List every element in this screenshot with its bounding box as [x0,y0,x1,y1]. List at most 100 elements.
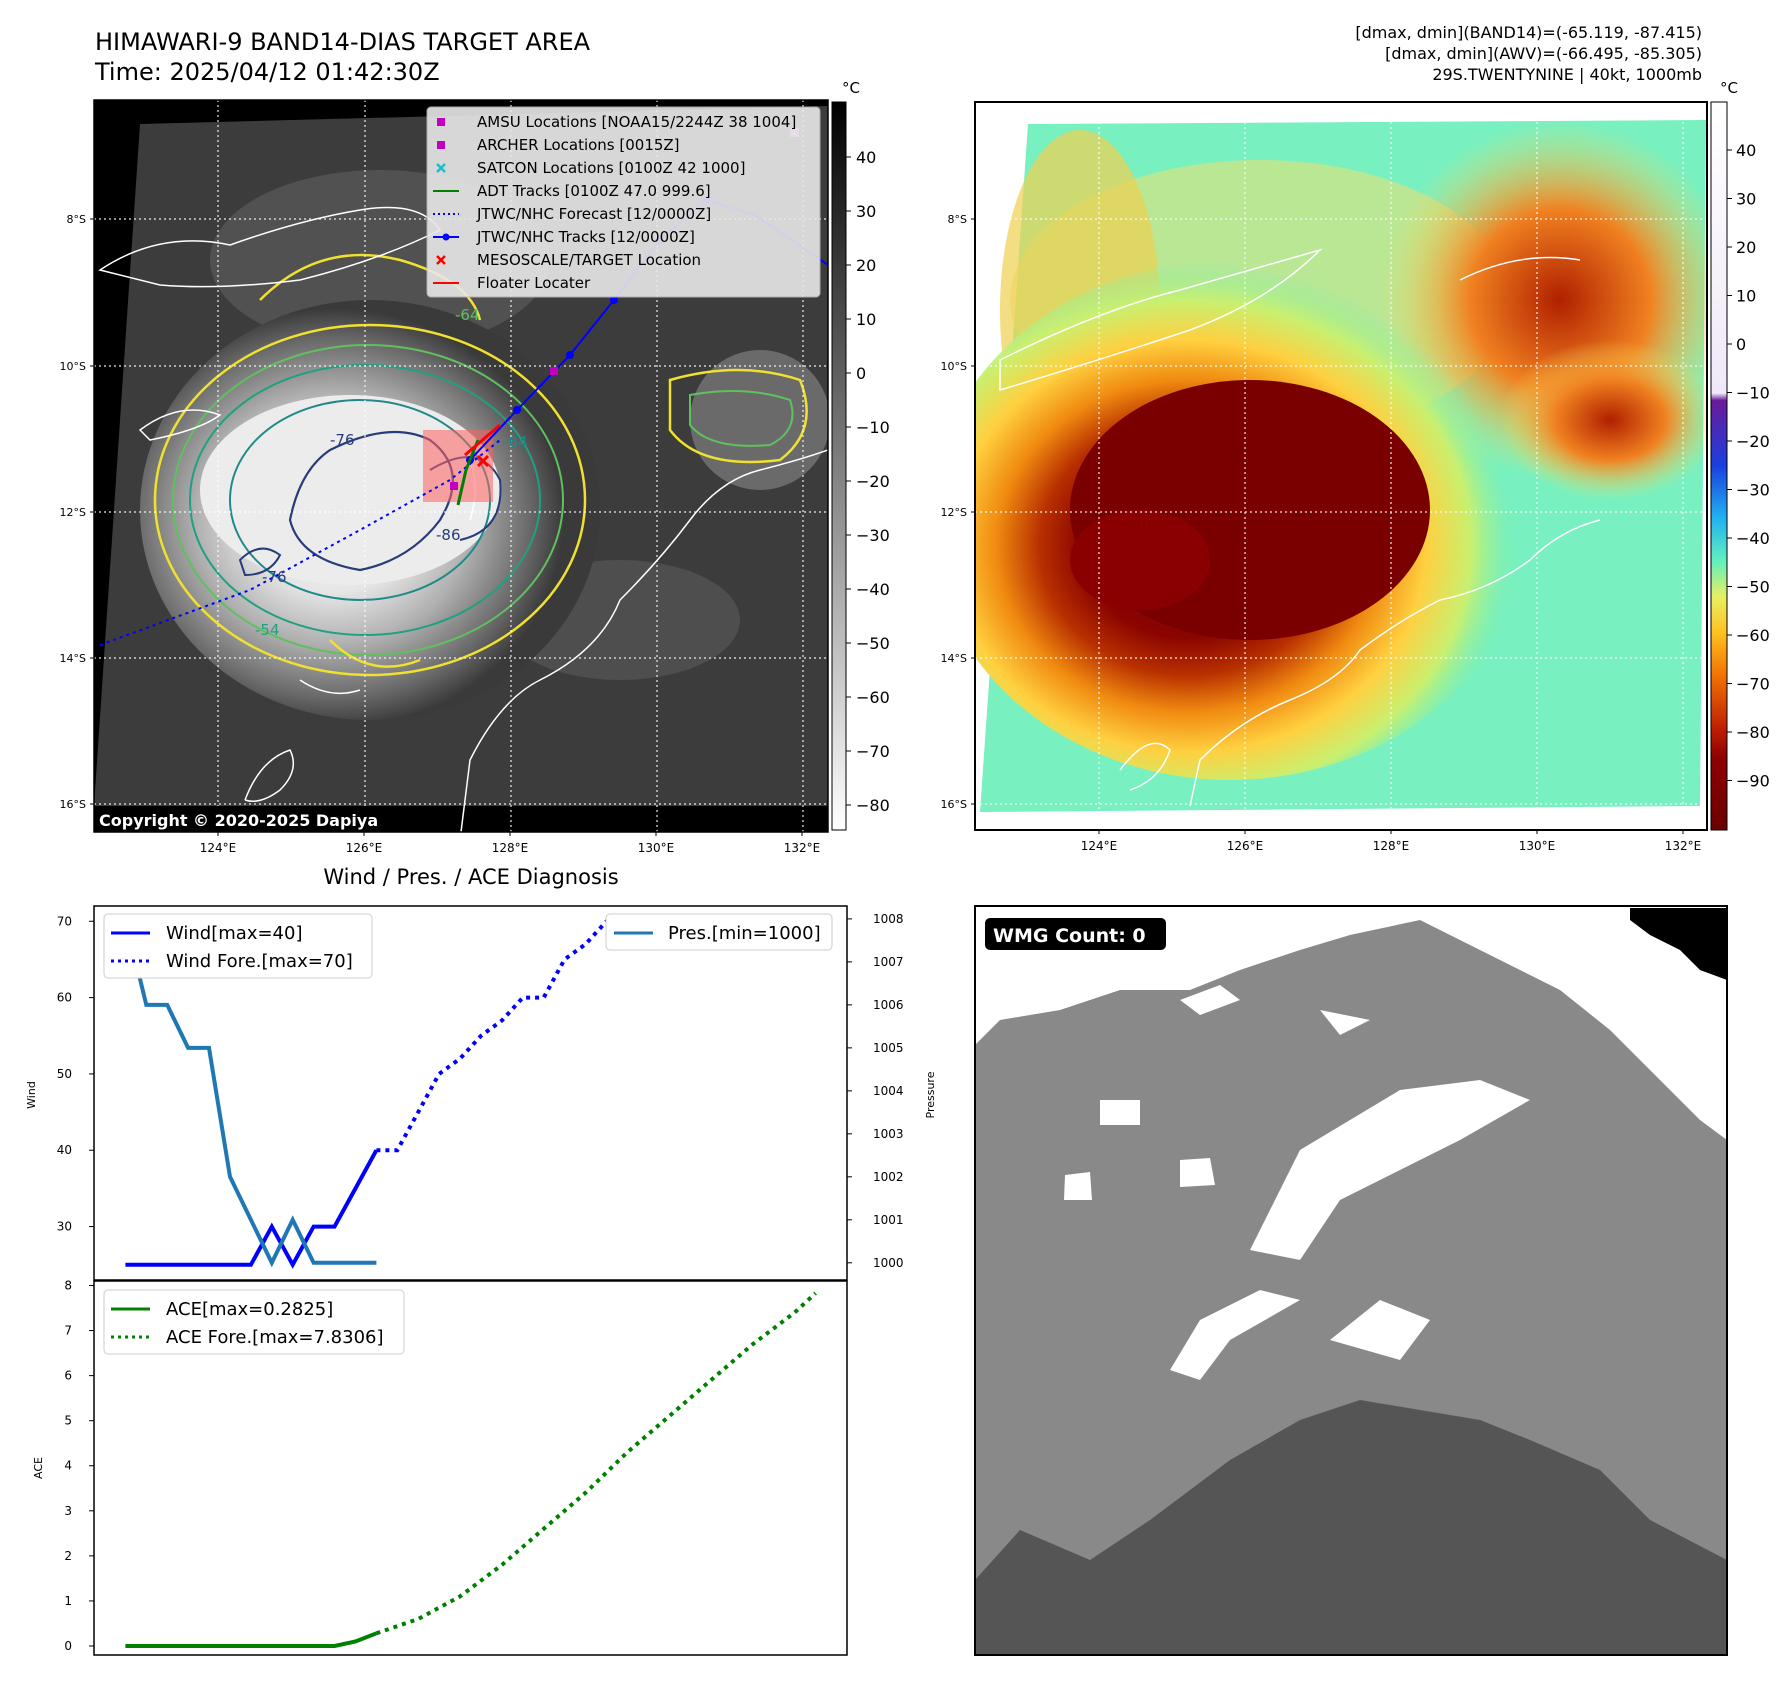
lat-tick-label: 12°S [60,506,86,519]
lat-tick-label: 10°S [941,360,967,373]
col-colorbar-tick: 0 [1736,335,1746,354]
ir-map-panel[interactable]: -76 -64 -54 -76 -86 -64 AMSU Locations [… [93,99,830,840]
col-colorbar-tick: −40 [1736,529,1770,548]
diagnosis-title: Wind / Pres. / ACE Diagnosis [323,865,618,889]
y-right-tick-label: 1008 [873,912,904,926]
ir-colorbar-tick: 40 [856,148,876,167]
y-tick-label: 7 [64,1324,72,1338]
ace-legend: ACE[max=0.2825] ACE Fore.[max=7.8306] [103,1289,405,1355]
series-line [125,1149,379,1269]
col-colorbar-tick: −50 [1736,578,1770,597]
lat-tick-label: 14°S [941,652,967,665]
col-colorbar-tick: −10 [1736,384,1770,403]
legend-entry: JTWC/NHC Forecast [12/0000Z] [433,205,711,223]
wmg-panel[interactable]: WMG Count: 0 [974,905,1728,1656]
legend-label: JTWC/NHC Forecast [12/0000Z] [476,205,711,223]
lon-tick-label: 126°E [346,841,383,855]
series-line [125,1631,378,1648]
wind-pressure-chart[interactable]: 30 40 50 60 70 1000 1001 1002 1003 1004 1005 1006 10… [25,905,937,1281]
ir-colorbar-tick: 30 [856,202,876,221]
series-line [123,918,377,1268]
y-right-tick-label: 1000 [873,1256,904,1270]
legend-marker-dot [442,233,450,241]
y-right-tick-label: 1007 [873,955,904,969]
ir-colorbar-tick: −30 [856,526,890,545]
ir-colorbar-tick: −10 [856,418,890,437]
y-right-tick-label: 1002 [873,1170,904,1184]
lon-tick-label: 124°E [200,841,237,855]
col-colorbar-tick: −80 [1736,723,1770,742]
col-colorbar-tick: 30 [1736,190,1756,209]
lon-tick-label: 128°E [492,841,529,855]
legend-entry: SATCON Locations [0100Z 42 1000] [436,159,745,177]
lat-tick-label: 14°S [60,652,86,665]
y-tick-label: 30 [57,1220,72,1234]
dmax-awv: [dmax, dmin](AWV)=(-66.495, -85.305) [1385,44,1702,63]
col-colorbar-tick: −60 [1736,626,1770,645]
y-tick-label: 40 [57,1143,72,1157]
contour-label: -76 [262,568,287,586]
col-colorbar-tick: −30 [1736,481,1770,500]
lon-tick-label: 126°E [1227,839,1264,853]
y-tick-label: 2 [64,1549,72,1563]
wind-axis-label: Wind [25,1081,38,1109]
legend-label: ARCHER Locations [0015Z] [477,136,680,154]
y-right-tick-label: 1003 [873,1127,904,1141]
lat-tick-label: 10°S [60,360,86,373]
pressure-axis-label: Pressure [924,1071,937,1118]
ir-colorbar-tick: 20 [856,256,876,275]
lon-tick-label: 128°E [1373,839,1410,853]
legend-wind: Wind[max=40] [166,923,303,944]
legend-label: ADT Tracks [0100Z 47.0 999.6] [477,182,711,200]
legend-label: AMSU Locations [NOAA15/2244Z 38 1004] [477,113,796,131]
series-line [375,1291,817,1636]
contour-label: -86 [436,526,461,544]
lat-tick-label: 8°S [948,213,967,226]
enhanced-ir-panel[interactable] [930,101,1740,831]
col-colorbar-tick: 40 [1736,141,1756,160]
legend-ace-forecast: ACE Fore.[max=7.8306] [166,1327,384,1348]
dmax-band14: [dmax, dmin](BAND14)=(-65.119, -87.415) [1355,23,1702,42]
ir-colorbar-tick: 0 [856,364,866,383]
ir-colorbar-unit: °C [842,79,860,97]
lon-tick-label: 124°E [1081,839,1118,853]
lat-tick-label: 16°S [941,798,967,811]
y-right-tick-label: 1004 [873,1084,904,1098]
ir-colorbar-tick: −80 [856,796,890,815]
lon-tick-label: 130°E [638,841,675,855]
pressure-legend: Pres.[min=1000] [605,913,833,951]
ir-colorbar-tick: −60 [856,688,890,707]
storm-info: 29S.TWENTYNINE | 40kt, 1000mb [1432,65,1702,84]
col-colorbar-tick: −90 [1736,772,1770,791]
lon-tick-label: 132°E [1665,839,1702,853]
col-colorbar-tick: 10 [1736,287,1756,306]
y-tick-label: 1 [64,1594,72,1608]
legend-entry: ARCHER Locations [0015Z] [437,136,680,154]
ace-axis-label: ACE [32,1457,45,1479]
legend-label: JTWC/NHC Tracks [12/0000Z] [476,228,695,246]
legend-entry: ADT Tracks [0100Z 47.0 999.6] [433,182,711,200]
ir-colorbar: °C 40 30 20 10 0 −10 −20 −30 −40 −50 −60 −70 −80 [831,79,890,831]
ace-chart[interactable]: 0 1 2 3 4 5 6 7 8 ACE ACE[max=0.2825] ACE Fore.[… [32,1279,848,1656]
legend-label: MESOSCALE/TARGET Location [477,251,701,269]
copyright-text: Copyright © 2020-2025 Dapiya [99,811,378,830]
lon-tick-label: 130°E [1519,839,1556,853]
contour-label: -54 [255,621,280,639]
col-colorbar-tick: −70 [1736,675,1770,694]
figure-time: Time: 2025/04/12 01:42:30Z [94,58,440,86]
lat-tick-label: 12°S [941,506,967,519]
ir-colorbar-tick: −50 [856,634,890,653]
col-colorbar-unit: °C [1720,79,1738,97]
legend-entry: MESOSCALE/TARGET Location [436,251,701,269]
contour-label: -64 [503,433,528,451]
legend-label: SATCON Locations [0100Z 42 1000] [477,159,745,177]
y-right-tick-label: 1006 [873,998,904,1012]
ir-colorbar-tick: 10 [856,310,876,329]
enhanced-ir-colorbar: °C 40 30 20 10 0 −10 −20 −30 −40 −50 −60 −70 −80 −90 [1710,79,1770,831]
legend-entry: JTWC/NHC Tracks [12/0000Z] [433,228,695,246]
lat-tick-label: 8°S [67,213,86,226]
y-right-tick-label: 1001 [873,1213,904,1227]
y-tick-label: 8 [64,1279,72,1293]
y-tick-label: 60 [57,991,72,1005]
